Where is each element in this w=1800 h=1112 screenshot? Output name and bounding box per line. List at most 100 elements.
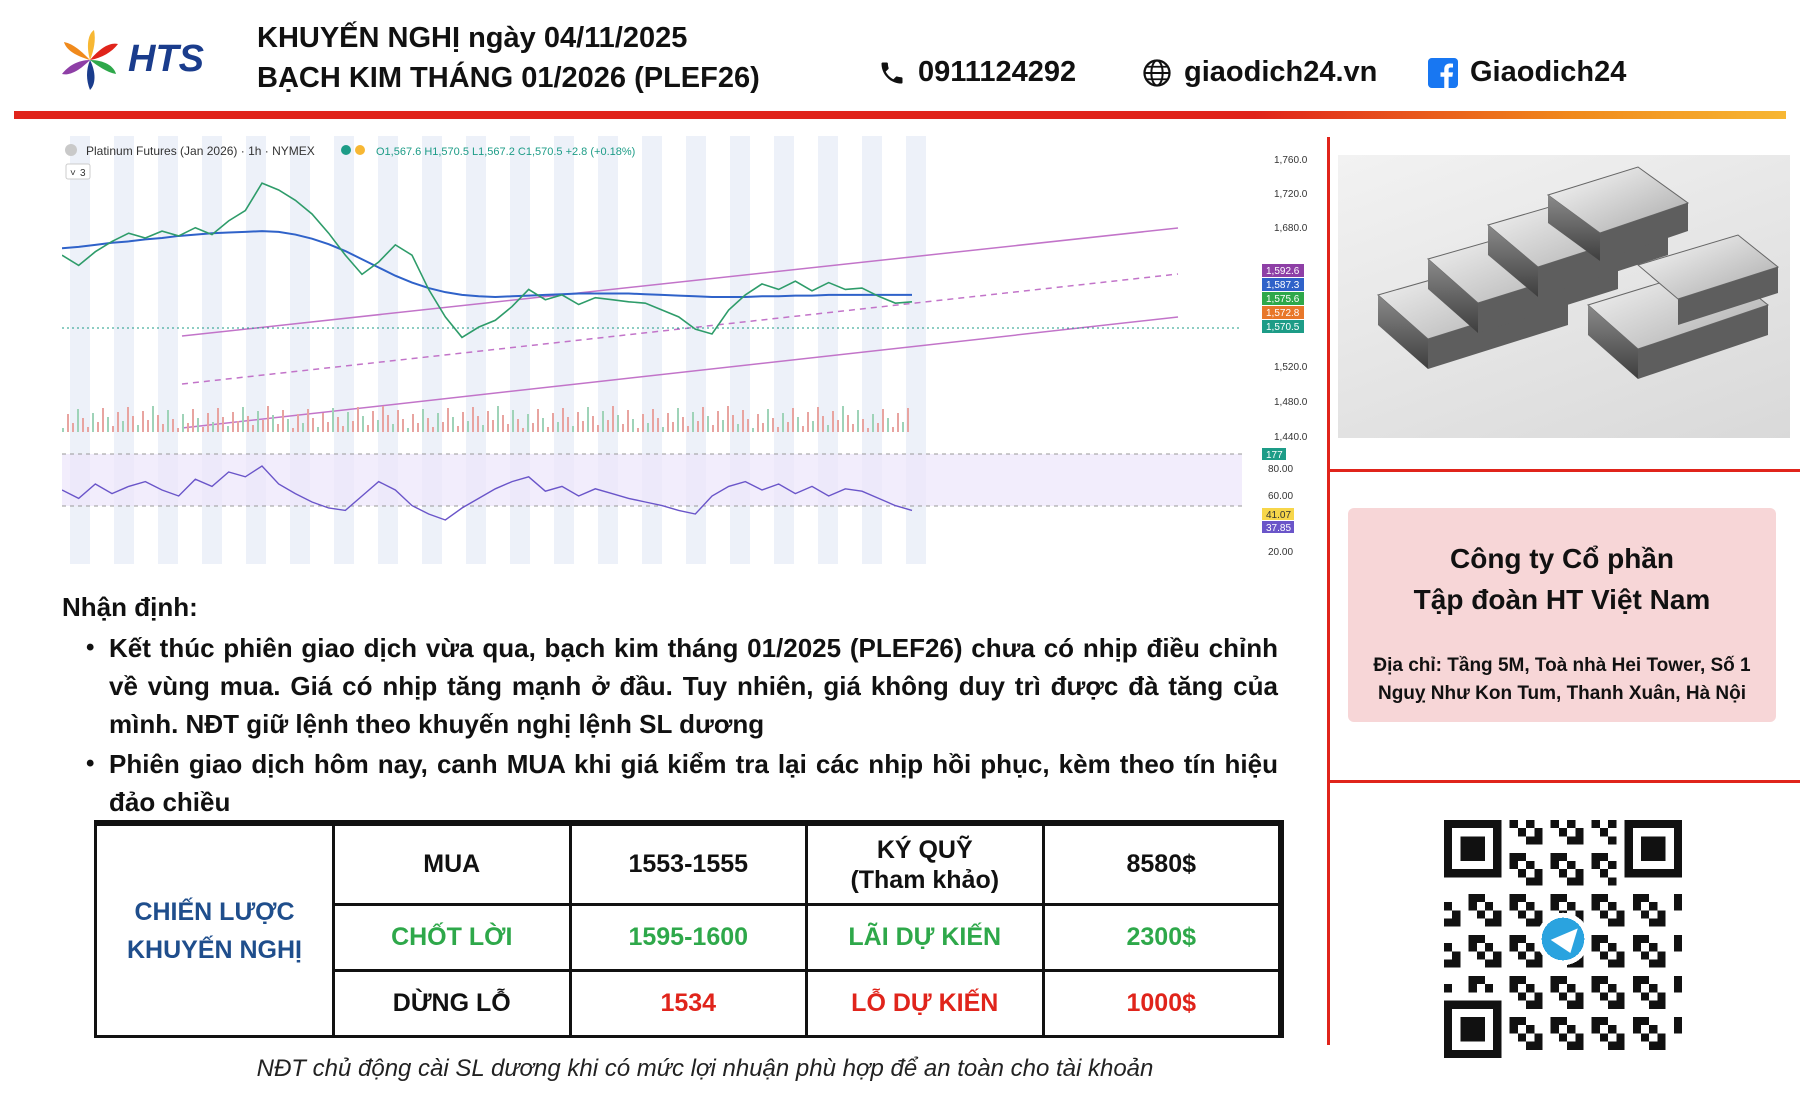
volume-bar — [182, 414, 184, 432]
expected-profit-value: 2300$ — [1041, 903, 1281, 972]
rsi-tick: 60.00 — [1268, 491, 1293, 502]
company-card: Công ty Cổ phần Tập đoàn HT Việt Nam Địa… — [1348, 508, 1776, 722]
volume-bar — [387, 415, 389, 432]
volume-bar — [837, 420, 839, 432]
volume-bar — [862, 419, 864, 432]
volume-bar — [187, 423, 189, 432]
volume-label-bg — [1262, 448, 1286, 460]
volume-bar — [757, 414, 759, 432]
volume-bar — [472, 407, 474, 432]
price-label-bg — [1262, 320, 1304, 333]
company-name: Công ty Cổ phần Tập đoàn HT Việt Nam — [1348, 538, 1776, 620]
volume-bar — [432, 427, 434, 432]
rsi-tick: 20.00 — [1268, 547, 1293, 558]
volume-bar — [852, 424, 854, 432]
brand-name: HTS — [128, 38, 204, 80]
buy-label: MUA — [332, 823, 572, 906]
volume-bar — [192, 409, 194, 432]
volume-bar — [902, 422, 904, 432]
volume-bar — [542, 418, 544, 432]
price-label: 1,587.3 — [1266, 280, 1300, 291]
ohlc-label: O1,567.6 H1,570.5 L1,567.2 C1,570.5 +2.8… — [376, 146, 635, 158]
volume-bar — [77, 409, 79, 432]
price-tick: 1,680.0 — [1274, 223, 1308, 234]
company-name-line: Tập đoàn HT Việt Nam — [1413, 584, 1711, 615]
volume-bar — [602, 411, 604, 432]
phone-contact[interactable]: 0911124292 — [878, 56, 1076, 89]
rsi-line — [62, 465, 913, 521]
price-tick: 1,440.0 — [1274, 432, 1308, 443]
volume-bar — [652, 409, 654, 432]
volume-bar — [247, 416, 249, 432]
volume-bar — [282, 410, 284, 432]
volume-bar — [557, 422, 559, 432]
volume-bar — [847, 415, 849, 432]
take-profit-value: 1595-1600 — [568, 903, 808, 972]
report-subtitle: BẠCH KIM THÁNG 01/2026 (PLEF26) — [257, 62, 760, 94]
price-tick: 1,720.0 — [1274, 189, 1308, 200]
volume-bar — [167, 410, 169, 432]
volume-bar — [802, 426, 804, 432]
bullet-dot: • — [86, 750, 95, 777]
volume-bar — [677, 408, 679, 432]
volume-bar — [147, 420, 149, 432]
volume-bar — [392, 424, 394, 432]
volume-bar — [702, 407, 704, 432]
volume-bar — [717, 411, 719, 432]
facebook-icon — [1428, 57, 1458, 88]
volume-bar — [232, 412, 234, 432]
indicator-toggle[interactable] — [65, 163, 91, 180]
volume-bar — [887, 418, 889, 432]
volume-bar — [567, 417, 569, 432]
volume-bar — [737, 424, 739, 432]
volume-bar — [532, 423, 534, 432]
volume-bar — [487, 411, 489, 432]
volume-bar — [617, 415, 619, 432]
channel-upper — [181, 227, 1179, 337]
volume-bar — [267, 406, 269, 432]
indicator-toggle-label: ˅ — [70, 168, 76, 179]
rsi-label-bg — [1262, 508, 1294, 520]
volume-bar — [352, 421, 354, 432]
volume-bar — [857, 410, 859, 432]
price-tick: 1,520.0 — [1274, 362, 1308, 373]
footnote: NĐT chủ động cài SL dương khi có mức lợi… — [256, 1055, 1154, 1082]
delay-icon — [355, 145, 365, 155]
telegram-qr-code[interactable] — [1444, 820, 1682, 1058]
volume-bar — [512, 410, 514, 432]
volume-bar — [217, 408, 219, 432]
section-divider — [1327, 780, 1800, 783]
volume-bar — [202, 427, 204, 432]
volume-bar — [397, 410, 399, 432]
price-chart: Platinum Futures (Jan 2026) · 1h · NYMEX… — [62, 136, 1312, 564]
volume-bars — [62, 406, 909, 432]
volume-bar — [897, 413, 899, 432]
volume-bar — [577, 412, 579, 432]
volume-bar — [117, 412, 119, 432]
website-link[interactable]: giaodich24.vn — [1142, 56, 1377, 89]
volume-bar — [907, 408, 909, 432]
volume-bar — [477, 416, 479, 432]
strategy-label-line: KHUYẾN NGHỊ — [126, 935, 302, 964]
chart-title: Platinum Futures (Jan 2026) · 1h · NYMEX — [86, 144, 315, 158]
channel-mid — [181, 273, 1179, 385]
volume-bar — [422, 409, 424, 432]
volume-bar — [517, 419, 519, 432]
price-tick: 1,480.0 — [1274, 397, 1308, 408]
analysis-title: Nhận định: — [62, 592, 198, 622]
address-line: Địa chỉ: Tầng 5M, Toà nhà Hei Tower, Số … — [1373, 655, 1751, 676]
volume-bar — [237, 421, 239, 432]
volume-bar — [632, 419, 634, 432]
volume-bar — [882, 409, 884, 432]
volume-bar — [127, 407, 129, 432]
volume-bar — [307, 409, 309, 432]
rsi-label-bg — [1262, 521, 1294, 533]
buy-value: 1553-1555 — [568, 823, 808, 906]
volume-bar — [312, 418, 314, 432]
bullet-dot: • — [86, 634, 95, 661]
platinum-bars-image — [1338, 155, 1790, 438]
volume-bar — [707, 416, 709, 432]
volume-bar — [692, 412, 694, 432]
rsi-tick: 80.00 — [1268, 464, 1293, 475]
facebook-link[interactable]: Giaodich24 — [1428, 56, 1626, 89]
